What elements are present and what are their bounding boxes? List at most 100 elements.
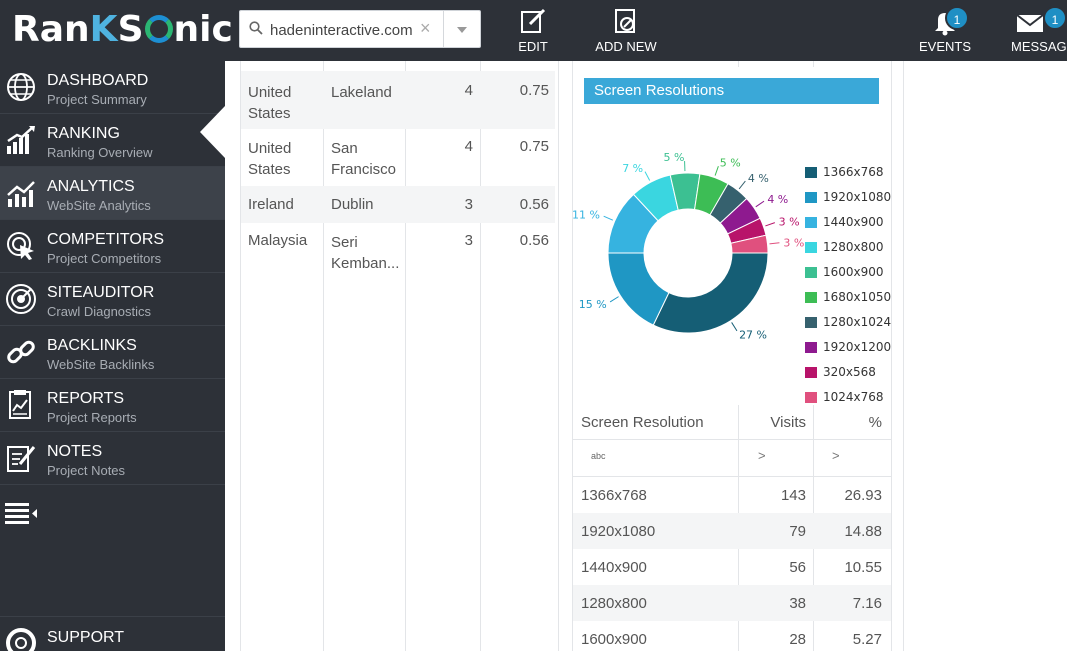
legend-swatch <box>805 292 817 303</box>
panel-border <box>572 61 573 651</box>
country-cell: United States <box>248 84 292 122</box>
legend-swatch <box>805 217 817 228</box>
report-icon <box>9 390 31 419</box>
table-row[interactable]: United States San Francisco 4 0.75 <box>241 129 555 186</box>
sidebar-item-notes[interactable]: NOTES Project Notes <box>0 432 225 485</box>
slice-label: 11 % <box>572 209 600 222</box>
slice-label-line <box>765 222 776 227</box>
visits-cell: 28 <box>789 631 806 648</box>
sidebar-item-subtitle: Project Reports <box>47 410 137 425</box>
lifebuoy-icon <box>6 628 36 651</box>
percent-filter-icon[interactable]: > <box>832 448 840 463</box>
events-label: EVENTS <box>918 39 971 54</box>
add-new-label: ADD NEW <box>595 39 657 54</box>
table-row[interactable]: United States Lakeland 4 0.75 <box>241 71 555 129</box>
link-icon <box>7 340 35 364</box>
table-row[interactable]: 1280x800 38 7.16 <box>573 585 891 621</box>
sidebar-item-ranking[interactable]: RANKING Ranking Overview <box>0 114 225 167</box>
add-new-button[interactable]: ADD NEW <box>590 0 662 61</box>
slice-label-line <box>769 242 780 245</box>
sidebar-item-competitors[interactable]: COMPETITORS Project Competitors <box>0 220 225 273</box>
column-header-resolution[interactable]: Screen Resolution <box>581 414 704 431</box>
sidebar-item-subtitle: Project Competitors <box>47 251 162 266</box>
sidebar-item-dashboard[interactable]: DASHBOARD Project Summary <box>0 61 225 114</box>
legend-label: 1920x1080 <box>823 190 892 204</box>
sidebar-item-siteauditor[interactable]: SITEAUDITOR Crawl Diagnostics <box>0 273 225 326</box>
legend-swatch <box>805 267 817 278</box>
select-divider <box>443 11 444 47</box>
resolution-donut-chart: 27 % 15 % 11 % 7 % 5 % 5 % 4 % 4 % 3 % 3 % <box>572 151 804 341</box>
visits-filter-icon[interactable]: > <box>758 448 766 463</box>
filter-divider <box>573 476 891 477</box>
percent-cell: 0.56 <box>519 196 549 213</box>
sidebar-item-title: BACKLINKS <box>47 337 137 354</box>
sidebar: DASHBOARD Project Summary RANKING Rankin… <box>0 61 225 651</box>
sidebar-item-title: COMPETITORS <box>47 231 165 248</box>
events-button[interactable]: 1 EVENTS <box>918 0 972 61</box>
legend-label: 1600x900 <box>823 265 884 279</box>
sidebar-item-subtitle: Project Notes <box>47 463 126 478</box>
sidebar-item-reports[interactable]: REPORTS Project Reports <box>0 379 225 432</box>
slice-label: 3 % <box>779 215 800 228</box>
table-row[interactable]: Malaysia Seri Kemban... 3 0.56 <box>241 223 555 279</box>
slice-label: 27 % <box>739 328 767 341</box>
visits-cell: 3 <box>464 232 473 249</box>
percent-cell: 5.27 <box>852 631 882 648</box>
panel-border <box>813 61 814 67</box>
city-cell: Lakeland <box>331 84 392 101</box>
slice-label-line <box>755 200 765 208</box>
edit-button[interactable]: EDIT <box>508 0 558 61</box>
chevron-down-icon[interactable] <box>457 27 467 33</box>
panel-border <box>903 61 904 651</box>
percent-cell: 0.75 <box>519 138 549 155</box>
legend-label: 1024x768 <box>823 390 884 404</box>
donut-slice[interactable] <box>652 252 769 334</box>
sidebar-item-subtitle: Ranking Overview <box>47 145 153 160</box>
sidebar-item-support[interactable]: SUPPORT <box>0 616 225 651</box>
visits-cell: 56 <box>789 559 806 576</box>
collapse-menu-icon[interactable] <box>5 501 39 527</box>
clear-icon[interactable]: × <box>420 18 431 38</box>
table-top <box>573 405 891 406</box>
visits-cell: 3 <box>464 196 473 213</box>
column-header-visits[interactable]: Visits <box>770 414 806 431</box>
table-row[interactable]: 1600x900 28 5.27 <box>573 621 891 651</box>
sidebar-item-title: RANKING <box>47 125 120 142</box>
legend-label: 1440x900 <box>823 215 884 229</box>
support-label: SUPPORT <box>47 629 125 646</box>
resolution-cell: 1280x800 <box>581 595 647 612</box>
visits-cell: 79 <box>789 523 806 540</box>
percent-cell: 10.55 <box>844 559 882 576</box>
analytics-chart-icon <box>7 181 35 207</box>
column-header-percent[interactable]: % <box>868 414 882 431</box>
slice-label: 4 % <box>767 193 788 206</box>
ranksonic-logo[interactable]: RanKS nic <box>12 9 233 50</box>
sidebar-item-analytics[interactable]: ANALYTICS WebSite Analytics <box>0 167 225 220</box>
visits-cell: 4 <box>464 82 473 99</box>
slice-label: 5 % <box>663 151 684 164</box>
table-grid-line <box>240 61 241 651</box>
city-cell: San Francisco <box>331 140 397 178</box>
slice-label: 4 % <box>748 172 769 185</box>
city-cell: Dublin <box>331 196 374 213</box>
edit-icon <box>521 8 546 33</box>
country-cell: United States <box>248 140 292 178</box>
table-row[interactable]: Ireland Dublin 3 0.56 <box>241 186 555 223</box>
resolution-cell: 1440x900 <box>581 559 647 576</box>
radar-icon <box>6 284 36 314</box>
sidebar-item-subtitle: Crawl Diagnostics <box>47 304 152 319</box>
envelope-icon <box>1016 14 1044 32</box>
table-row[interactable]: 1440x900 56 10.55 <box>573 549 891 585</box>
percent-cell: 14.88 <box>844 523 882 540</box>
donut-slice[interactable] <box>730 234 769 254</box>
legend-label: 1680x1050 <box>823 290 892 304</box>
text-filter-icon[interactable]: abc <box>591 451 606 461</box>
resolution-cell: 1366x768 <box>581 487 647 504</box>
screen-resolutions-title: Screen Resolutions <box>584 78 879 104</box>
sidebar-item-backlinks[interactable]: BACKLINKS WebSite Backlinks <box>0 326 225 379</box>
project-select[interactable]: hadeninteractive.com × <box>239 10 481 48</box>
table-row[interactable]: 1366x768 143 26.93 <box>573 477 891 513</box>
sidebar-item-title: SITEAUDITOR <box>47 284 155 301</box>
table-row[interactable]: 1920x1080 79 14.88 <box>573 513 891 549</box>
messages-button[interactable]: 1 MESSAGES <box>1009 0 1067 61</box>
